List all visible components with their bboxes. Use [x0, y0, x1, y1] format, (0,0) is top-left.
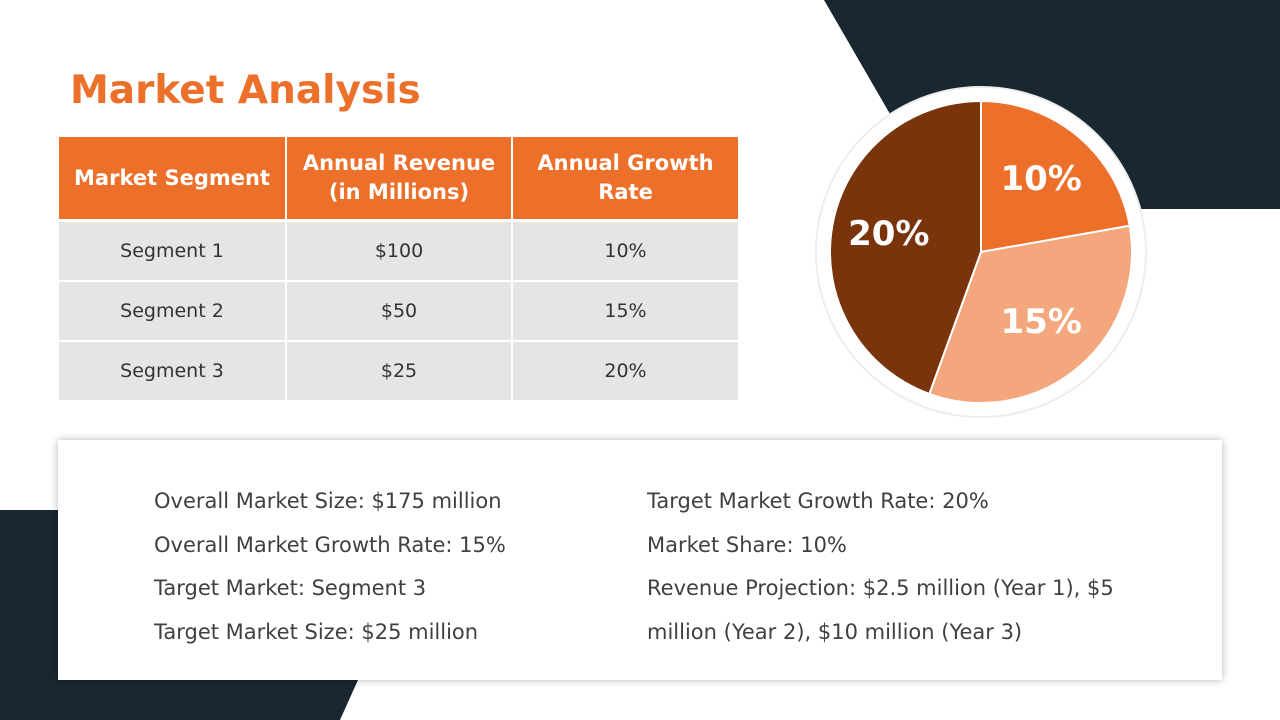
pie-slice — [928, 224, 1133, 404]
table-row: Segment 2 $50 15% — [59, 281, 738, 342]
summary-left-column: Overall Market Size: $175 million Overal… — [154, 480, 614, 654]
header-annual-growth-rate: Annual Growth Rate — [512, 137, 738, 222]
pie-labels: 10% 15% 20% — [848, 159, 1082, 342]
header-annual-revenue: Annual Revenue (in Millions) — [286, 137, 513, 222]
table-row: Segment 3 $25 20% — [59, 341, 738, 402]
pie-chart-svg: 10% 15% 20% — [815, 86, 1147, 418]
market-share: Market Share: 10% — [647, 532, 847, 557]
header-market-segment: Market Segment — [59, 137, 287, 222]
cell-segment: Segment 3 — [59, 341, 287, 402]
cell-revenue: $50 — [286, 281, 513, 342]
overall-market-size: Overall Market Size: $175 million — [154, 489, 502, 513]
pie-slices — [829, 99, 1133, 404]
revenue-projection-line-1: Revenue Projection: $2.5 million (Year 1… — [647, 576, 1114, 600]
pie-slice — [980, 99, 1131, 254]
market-summary-box: Overall Market Size: $175 million Overal… — [58, 440, 1222, 680]
cell-segment: Segment 1 — [59, 220, 287, 282]
target-market: Target Market: Segment 3 — [154, 576, 427, 600]
target-market-size: Target Market Size: $25 million — [154, 619, 479, 644]
overall-market-growth-rate: Overall Market Growth Rate: 15% — [154, 532, 506, 557]
slide-title: Market Analysis — [70, 68, 421, 113]
summary-right-column: Target Market Growth Rate: 20% Market Sh… — [647, 480, 1127, 654]
table-header-row: Market Segment Annual Revenue (in Millio… — [59, 137, 738, 222]
pie-slice-label: 10% — [1000, 159, 1081, 199]
pie-slice — [829, 99, 982, 396]
table-row: Segment 1 $100 10% — [59, 220, 738, 282]
cell-revenue: $25 — [286, 341, 513, 402]
cell-revenue: $100 — [286, 220, 513, 282]
pie-chart: 10% 15% 20% — [815, 86, 1147, 418]
cell-growth: 10% — [512, 220, 738, 282]
pie-slice-label: 15% — [1000, 302, 1081, 342]
pie-slice-label: 20% — [848, 214, 929, 254]
target-market-growth-rate: Target Market Growth Rate: 20% — [647, 489, 989, 513]
revenue-projection-line-2: million (Year 2), $10 million (Year 3) — [647, 619, 1023, 644]
cell-segment: Segment 2 — [59, 281, 287, 342]
cell-growth: 15% — [512, 281, 738, 342]
market-segment-table: Market Segment Annual Revenue (in Millio… — [59, 137, 738, 402]
cell-growth: 20% — [512, 341, 738, 402]
